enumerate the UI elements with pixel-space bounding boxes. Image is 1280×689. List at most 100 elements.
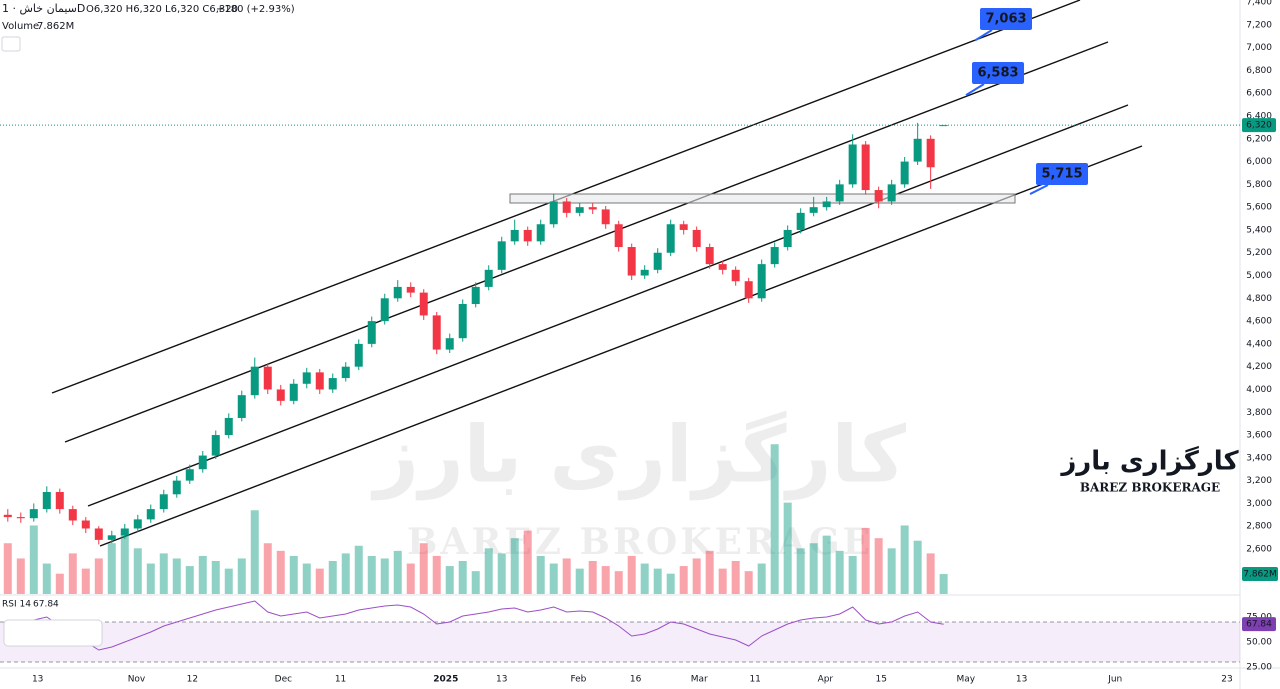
candle-body bbox=[224, 417, 233, 436]
candle-body bbox=[380, 298, 389, 322]
candle-body bbox=[757, 264, 766, 299]
volume-bar bbox=[146, 563, 155, 594]
watermark-name: کارگزاری بارز bbox=[370, 410, 907, 500]
volume-bar bbox=[107, 543, 116, 594]
volume-bar bbox=[601, 566, 610, 594]
candle-body bbox=[497, 241, 506, 270]
x-tick-label: 15 bbox=[876, 675, 887, 685]
volume-bar bbox=[120, 533, 129, 594]
candle-body bbox=[562, 201, 571, 213]
change-label: +180 (+2.93%) bbox=[216, 4, 295, 15]
candle-body bbox=[185, 469, 194, 481]
x-tick-label: 12 bbox=[187, 675, 198, 685]
candle-body bbox=[666, 224, 675, 253]
candle-body bbox=[367, 321, 376, 344]
volume-bar bbox=[354, 545, 363, 594]
volume-bar bbox=[393, 550, 402, 594]
volume-bar bbox=[562, 558, 571, 594]
volume-bar bbox=[471, 571, 480, 594]
rsi-band bbox=[0, 622, 1240, 662]
volume-bar bbox=[640, 563, 649, 594]
candle-body bbox=[692, 229, 701, 248]
volume-bar bbox=[705, 550, 714, 594]
volume-bar bbox=[328, 561, 337, 594]
y-tick-label: 3,400 bbox=[1246, 453, 1272, 463]
volume-bar bbox=[81, 568, 90, 594]
volume-last-axis-label: 7.862M bbox=[1243, 570, 1277, 580]
volume-bar bbox=[432, 555, 441, 594]
candle-body bbox=[341, 366, 350, 379]
collapse-button[interactable] bbox=[1, 36, 21, 52]
volume-bar bbox=[744, 571, 753, 594]
candle-body bbox=[809, 207, 818, 213]
candle-body bbox=[263, 366, 272, 390]
channel-line bbox=[64, 41, 1109, 443]
volume-bar bbox=[237, 558, 246, 594]
volume-bar bbox=[536, 555, 545, 594]
volume-bar bbox=[627, 555, 636, 594]
x-tick-label: 23 bbox=[1221, 675, 1232, 685]
candle-body bbox=[874, 190, 883, 202]
y-tick-label: 5,200 bbox=[1246, 248, 1272, 258]
channel-line bbox=[87, 104, 1129, 507]
candle-body bbox=[211, 435, 220, 456]
candle-body bbox=[94, 528, 103, 540]
last-price-label: 6,320 bbox=[1246, 121, 1272, 131]
y-tick-label: 2,800 bbox=[1246, 522, 1272, 532]
candle-body bbox=[913, 138, 922, 162]
y-tick-label: 3,800 bbox=[1246, 408, 1272, 418]
y-tick-label: 6,000 bbox=[1246, 157, 1272, 167]
candle-body bbox=[42, 492, 51, 510]
volume-bar bbox=[666, 573, 675, 594]
x-tick-label: Apr bbox=[818, 675, 834, 685]
volume-bar bbox=[458, 561, 467, 594]
x-tick-label: 13 bbox=[496, 675, 507, 685]
volume-bar bbox=[796, 548, 805, 594]
y-tick-label: 7,000 bbox=[1246, 43, 1272, 53]
zone-rectangle bbox=[509, 193, 1016, 204]
y-tick-label: 7,200 bbox=[1246, 20, 1272, 30]
rsi-last-box bbox=[1242, 617, 1276, 632]
volume-bar bbox=[757, 563, 766, 594]
volume-bar bbox=[497, 553, 506, 594]
candle-body bbox=[172, 480, 181, 495]
candle-body bbox=[640, 269, 649, 276]
volume-bar bbox=[185, 566, 194, 594]
logo-latin: BAREZ BROKERAGE bbox=[1080, 481, 1220, 495]
volume-bar bbox=[367, 555, 376, 594]
x-tick-label: 13 bbox=[32, 675, 43, 685]
volume-bar bbox=[29, 525, 38, 594]
y-tick-label: 3,200 bbox=[1246, 476, 1272, 486]
candle-body bbox=[861, 144, 870, 191]
y-tick-label: 7,400 bbox=[1246, 0, 1272, 8]
level-label: 6,583 bbox=[977, 66, 1018, 81]
volume-bar bbox=[445, 566, 454, 594]
candle-body bbox=[718, 264, 727, 270]
candle-body bbox=[731, 269, 740, 282]
volume-bar bbox=[692, 558, 701, 594]
candle-body bbox=[848, 144, 857, 185]
x-tick-label: 2025 bbox=[433, 675, 458, 685]
candle-body bbox=[900, 161, 909, 185]
volume-bar bbox=[172, 558, 181, 594]
volume-bar bbox=[809, 543, 818, 594]
volume-bar bbox=[549, 563, 558, 594]
candle-body bbox=[3, 514, 12, 518]
drawing-toolbar[interactable] bbox=[3, 619, 103, 647]
volume-bar bbox=[783, 502, 792, 594]
volume-bar bbox=[523, 530, 532, 594]
volume-last: 7.862M bbox=[37, 21, 74, 32]
y-tick-label: 5,800 bbox=[1246, 180, 1272, 190]
candle-body bbox=[81, 520, 90, 529]
volume-name: Volume bbox=[2, 21, 39, 32]
candle-body bbox=[445, 338, 454, 350]
y-tick-label: 4,400 bbox=[1246, 339, 1272, 349]
volume-bar bbox=[770, 444, 779, 594]
volume-bar bbox=[887, 548, 896, 594]
candle-body bbox=[796, 212, 805, 230]
watermark-latin: BAREZ BROKERAGE bbox=[407, 521, 873, 563]
candle-body bbox=[601, 209, 610, 225]
candle-body bbox=[237, 395, 246, 418]
